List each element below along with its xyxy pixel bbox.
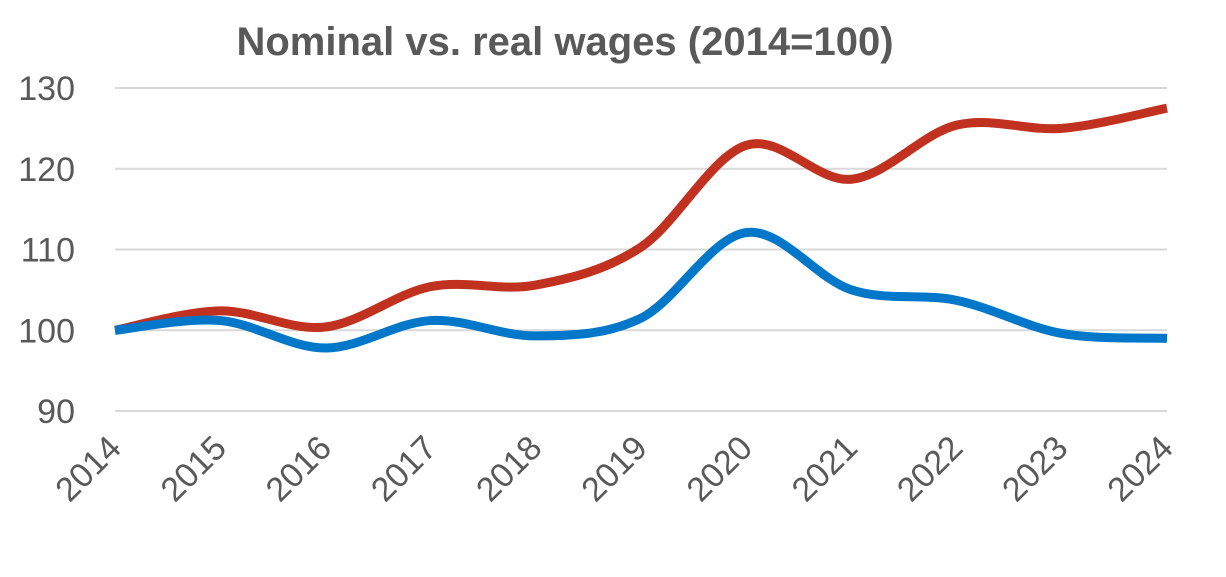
y-tick-label: 110 (21, 232, 75, 270)
x-tick-label: 2017 (364, 429, 444, 509)
x-tick-label: 2023 (995, 429, 1075, 509)
x-tick-label: 2021 (785, 429, 865, 509)
y-tick-label: 130 (18, 70, 75, 108)
y-tick-label: 90 (37, 393, 75, 431)
x-tick-label: 2019 (574, 429, 654, 509)
series-line-0 (114, 103, 1168, 335)
x-tick-label: 2022 (890, 429, 970, 509)
x-tick-label: 2024 (1100, 429, 1180, 509)
x-tick-label: 2020 (680, 429, 760, 509)
y-tick-label: 100 (18, 312, 75, 350)
x-tick-label: 2018 (469, 429, 549, 509)
chart-title: Nominal vs. real wages (2014=100) (236, 20, 893, 64)
x-tick-label: 2014 (48, 429, 128, 509)
x-tick-label: 2016 (259, 429, 339, 509)
x-tick-label: 2015 (154, 429, 234, 509)
y-tick-label: 120 (18, 151, 75, 189)
series-line-1 (114, 227, 1168, 353)
